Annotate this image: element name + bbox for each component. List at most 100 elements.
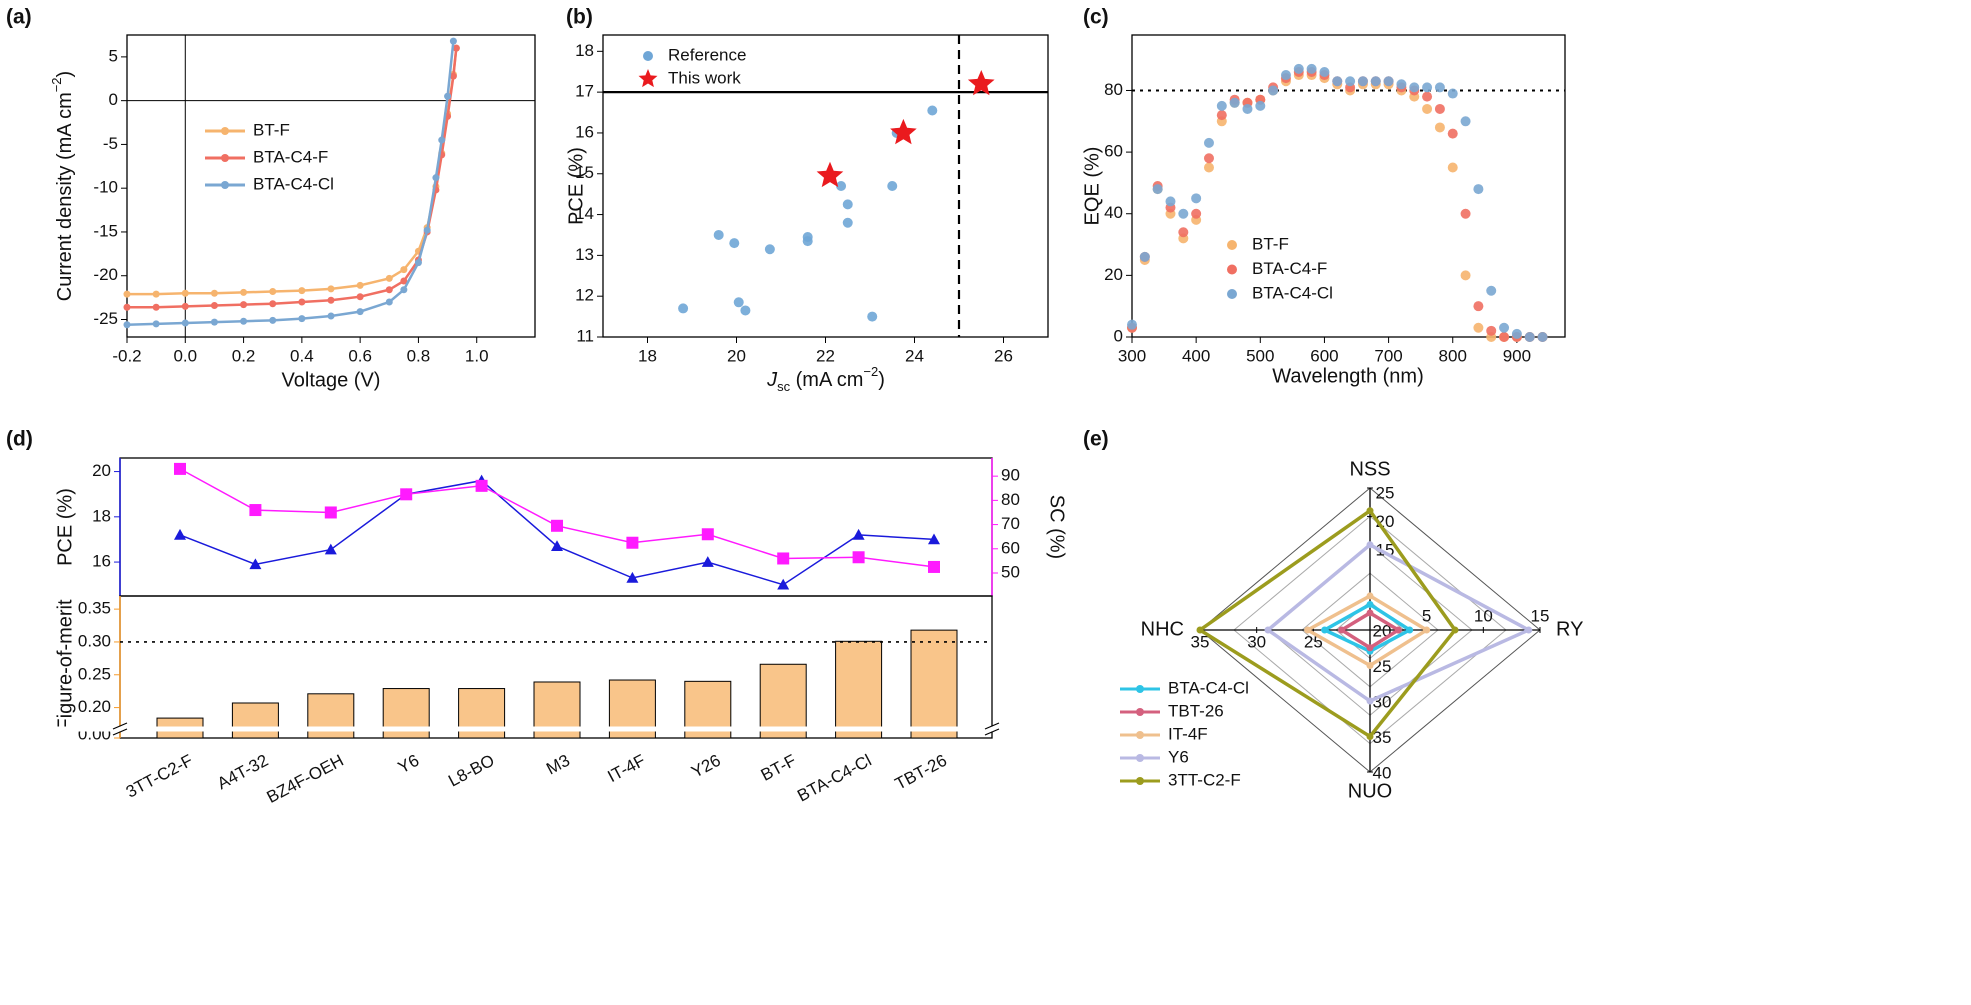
circle-marker	[1423, 626, 1431, 634]
y-tick-label: 18	[575, 41, 594, 60]
circle-marker	[210, 318, 218, 326]
x-tick-label: 400	[1182, 346, 1210, 365]
y-tick-label: 0.25	[78, 664, 111, 683]
x-tick-label: 600	[1310, 346, 1338, 365]
circle-marker	[181, 302, 189, 310]
circle-marker	[400, 286, 408, 294]
y-tick-label: 14	[575, 204, 594, 223]
bar	[759, 663, 807, 739]
circle-marker	[423, 226, 431, 234]
y-axis-label: EQE (%)	[1081, 147, 1103, 226]
x-axis-label: Wavelength (nm)	[1272, 365, 1424, 387]
y-tick-label: 20	[92, 461, 111, 480]
square-marker	[324, 506, 337, 519]
legend-label: BT-F	[253, 120, 290, 139]
circle-marker	[400, 266, 408, 274]
circle-marker	[1499, 322, 1510, 333]
circle-marker	[1345, 76, 1356, 87]
label-part: −2	[863, 364, 878, 379]
x-tick-label: 0.8	[407, 346, 431, 365]
square-marker	[174, 462, 186, 475]
radar-axis-name: RY	[1556, 618, 1583, 640]
legend-label: 3TT-C2-F	[1168, 770, 1241, 789]
circle-marker	[240, 317, 248, 325]
legend-marker	[1136, 777, 1144, 785]
x-tick-label: 18	[638, 346, 657, 365]
plot-frame	[1131, 34, 1566, 338]
circle-marker	[1366, 662, 1374, 669]
y-tick-label: 0	[109, 90, 118, 109]
series-line	[127, 47, 458, 309]
circle-marker	[1511, 328, 1522, 339]
y-tick-label: 0.20	[78, 697, 111, 716]
x-tick-label: 0.2	[232, 346, 256, 365]
circle-marker	[1203, 153, 1214, 164]
circle-marker	[1460, 116, 1471, 127]
x-tick-label: 700	[1374, 346, 1402, 365]
label-part: )	[878, 369, 885, 391]
circle-marker	[1332, 76, 1343, 87]
circle-marker	[1366, 507, 1374, 515]
circle-marker	[1293, 63, 1304, 74]
bar	[835, 640, 883, 739]
x-tick-label: 0.4	[290, 346, 314, 365]
circle-marker	[1499, 332, 1510, 342]
circle-marker	[298, 287, 306, 295]
circle-marker	[887, 181, 898, 191]
x-tick-label: 900	[1503, 346, 1531, 365]
circle-marker	[123, 321, 131, 329]
x-axis-label: Voltage (V)	[282, 369, 381, 391]
y-axis-label: PCE (%)	[565, 147, 587, 225]
y-tick-label: 17	[575, 82, 594, 101]
circle-marker	[1127, 319, 1137, 330]
square-marker	[852, 551, 865, 564]
circle-marker	[1486, 285, 1497, 296]
star-marker	[816, 161, 844, 188]
circle-marker	[1447, 128, 1458, 139]
radar-tick-label: 25	[1376, 483, 1395, 502]
star-marker	[890, 118, 917, 145]
circle-marker	[1255, 100, 1266, 111]
circle-marker	[414, 259, 422, 267]
circle-marker	[1460, 270, 1471, 281]
circle-marker	[1203, 137, 1214, 148]
label-part: (mA cm	[790, 369, 863, 391]
legend-label: Y6	[1168, 747, 1189, 766]
legend-marker	[1136, 754, 1144, 762]
y-tick-label: -10	[93, 178, 118, 197]
circle-marker	[432, 174, 440, 182]
legend-marker	[221, 127, 229, 135]
y-tick-label: -25	[93, 309, 118, 328]
triangle-marker	[324, 543, 337, 555]
circle-marker	[1366, 644, 1374, 652]
x-tick-label: 300	[1118, 346, 1146, 365]
legend-marker	[1227, 240, 1237, 250]
radar-tick-label: 35	[1373, 728, 1392, 747]
circle-marker	[1268, 85, 1279, 96]
circle-marker	[356, 281, 364, 289]
circle-marker	[1357, 76, 1368, 87]
circle-marker	[1422, 91, 1433, 102]
legend-marker	[221, 154, 229, 162]
circle-marker	[240, 301, 248, 309]
legend-marker	[1227, 289, 1237, 299]
legend-label: BTA-C4-Cl	[253, 174, 334, 193]
circle-marker	[269, 316, 277, 324]
square-marker	[928, 560, 940, 573]
radar-tick-label: 30	[1247, 632, 1266, 651]
circle-marker	[1447, 88, 1458, 99]
circle-marker	[181, 319, 189, 327]
x-tick-label: -0.2	[112, 346, 141, 365]
plot-frame	[126, 34, 536, 338]
circle-marker	[1394, 626, 1402, 634]
square-marker	[551, 519, 563, 532]
circle-marker	[867, 311, 878, 322]
circle-marker	[1366, 541, 1374, 549]
circle-marker	[1434, 82, 1445, 93]
radar-tick-label: 15	[1531, 606, 1550, 625]
y-tick-label: 18	[92, 506, 111, 525]
bar	[910, 629, 958, 739]
star-marker	[967, 70, 995, 96]
circle-marker	[1321, 626, 1329, 634]
